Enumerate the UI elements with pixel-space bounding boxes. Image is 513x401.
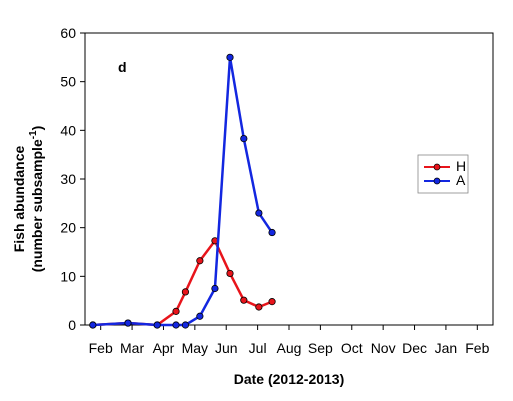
- x-tick-label: Sep: [308, 340, 333, 356]
- data-point: [268, 228, 276, 237]
- y-tick-label: 50: [60, 74, 76, 90]
- y-axis-label: Fish abundance: [11, 146, 27, 253]
- y-axis-label-part: (number subsample: [29, 139, 45, 272]
- data-point: [89, 321, 97, 329]
- data-point: [172, 321, 180, 329]
- data-point: [181, 321, 190, 329]
- x-tick-label: Feb: [465, 340, 489, 356]
- data-point: [196, 312, 204, 320]
- data-point: [255, 303, 263, 311]
- x-tick-label: Jan: [435, 340, 458, 356]
- y-axis-label: (number subsample-1): [28, 126, 45, 273]
- data-point: [153, 321, 161, 329]
- x-tick-label: Nov: [371, 340, 396, 356]
- data-point: [124, 319, 132, 327]
- data-point: [172, 307, 180, 315]
- data-point: [181, 288, 190, 296]
- x-tick-label: May: [182, 340, 208, 356]
- data-point: [226, 269, 234, 278]
- legend-marker: [433, 163, 441, 171]
- data-point: [268, 298, 276, 306]
- data-point: [226, 53, 234, 61]
- legend-label: H: [456, 158, 466, 174]
- legend-marker: [433, 177, 441, 185]
- x-tick-label: Jul: [249, 340, 267, 356]
- x-tick-label: Oct: [341, 340, 363, 356]
- y-tick-label: 0: [68, 317, 76, 333]
- legend-label: A: [456, 172, 466, 188]
- data-point: [240, 296, 248, 304]
- panel-label: d: [118, 59, 127, 75]
- data-point: [196, 257, 204, 265]
- series-line: [92, 238, 273, 327]
- y-tick-label: 10: [60, 268, 76, 284]
- x-tick-label: Jun: [215, 340, 238, 356]
- x-axis-label: Date (2012-2013): [234, 371, 345, 387]
- y-tick-label: 20: [60, 220, 76, 236]
- data-point: [211, 284, 219, 293]
- y-axis-label-sup: -1: [28, 130, 39, 139]
- data-point: [255, 209, 263, 217]
- data-point: [240, 135, 248, 143]
- x-tick-label: Mar: [120, 340, 144, 356]
- x-tick-label: Feb: [89, 340, 113, 356]
- y-tick-label: 60: [60, 25, 76, 41]
- legend-box: [417, 154, 469, 194]
- x-tick-label: Apr: [153, 340, 175, 356]
- x-tick-label: Dec: [402, 340, 427, 356]
- y-tick-label: 40: [60, 122, 76, 138]
- y-tick-label: 30: [60, 171, 76, 187]
- x-tick-label: Aug: [277, 340, 302, 356]
- y-axis-label-part: ): [29, 126, 45, 131]
- series-line: [92, 57, 274, 327]
